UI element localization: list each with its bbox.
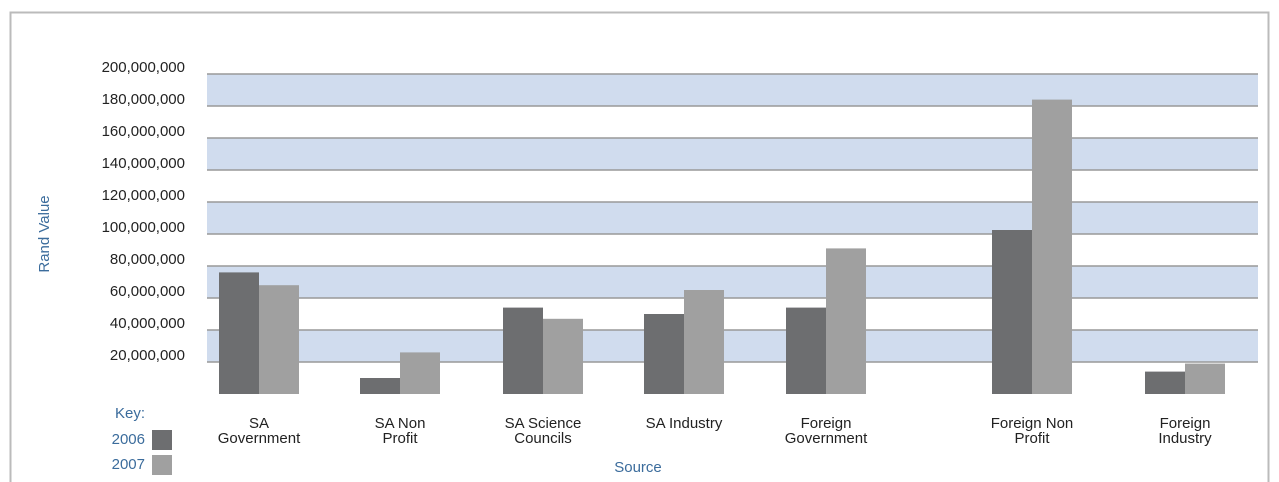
bar <box>1185 363 1225 394</box>
bar <box>644 314 684 394</box>
bar <box>503 307 543 394</box>
bar <box>219 272 259 394</box>
grid-band <box>207 74 1258 106</box>
grid-band <box>207 138 1258 170</box>
x-tick-label: Foreign Non Profit <box>991 415 1074 447</box>
bar <box>360 378 400 394</box>
legend-swatch <box>152 430 172 450</box>
x-tick-label: SA Non Profit <box>375 415 426 447</box>
grid-band <box>207 170 1258 202</box>
y-tick-label: 20,000,000 <box>110 347 185 364</box>
x-tick-label: SA Government <box>218 415 301 447</box>
x-tick-label: SA Industry <box>646 415 723 432</box>
grid-band <box>207 106 1258 138</box>
grid-band <box>207 234 1258 266</box>
grid-band <box>207 298 1258 330</box>
y-tick-label: 140,000,000 <box>102 155 185 172</box>
y-tick-label: 200,000,000 <box>102 59 185 76</box>
x-axis-label: Source <box>614 459 662 476</box>
grid-band <box>207 202 1258 234</box>
y-tick-label: 60,000,000 <box>110 283 185 300</box>
bar <box>992 230 1032 394</box>
x-tick-label: Foreign Government <box>785 415 868 447</box>
grid-band <box>207 330 1258 362</box>
bar <box>826 248 866 394</box>
frame <box>9 11 1270 482</box>
bar <box>684 290 724 394</box>
y-tick-label: 180,000,000 <box>102 91 185 108</box>
bar <box>786 307 826 394</box>
grid-band <box>207 266 1258 298</box>
y-tick-label: 100,000,000 <box>102 219 185 236</box>
y-tick-label: 80,000,000 <box>110 251 185 268</box>
y-tick-label: 40,000,000 <box>110 315 185 332</box>
legend-swatch <box>152 455 172 475</box>
y-tick-label: 120,000,000 <box>102 187 185 204</box>
bar <box>1145 371 1185 394</box>
bar <box>400 352 440 394</box>
legend-label: 2006 <box>112 431 145 448</box>
y-tick-label: 160,000,000 <box>102 123 185 140</box>
x-tick-label: SA Science Councils <box>505 415 582 447</box>
bar <box>259 285 299 394</box>
y-axis-label: Rand Value <box>36 195 53 272</box>
bar <box>1032 99 1072 394</box>
bar <box>543 318 583 394</box>
legend-title: Key: <box>115 405 145 422</box>
x-tick-label: Foreign Industry <box>1158 415 1212 447</box>
legend-label: 2007 <box>112 456 145 473</box>
